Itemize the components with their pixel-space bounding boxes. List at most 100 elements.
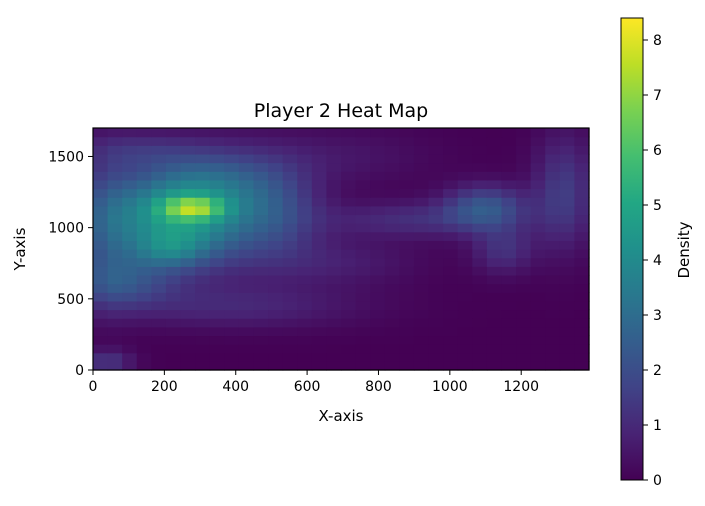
heatmap-cell: [253, 136, 269, 146]
heatmap-cell: [326, 136, 342, 146]
heatmap-cell: [516, 214, 532, 224]
heatmap-cell: [559, 197, 576, 207]
heatmap-cell: [457, 352, 473, 362]
heatmap-cell: [107, 249, 123, 259]
heatmap-cell: [165, 153, 182, 164]
heatmap-cell: [559, 179, 576, 190]
heatmap-cell: [559, 309, 576, 319]
heatmap-cell: [413, 171, 430, 181]
heatmap-cell: [180, 188, 196, 198]
heatmap-cell: [443, 266, 459, 276]
heatmap-cell: [399, 205, 415, 216]
heatmap-cell: [559, 136, 576, 146]
heatmap-cell: [341, 136, 357, 146]
heatmap-cell: [341, 249, 357, 259]
heatmap-cell: [122, 266, 138, 276]
heatmap-cell: [355, 171, 371, 181]
heatmap-cell: [530, 292, 546, 302]
heatmap-cell: [311, 300, 328, 311]
heatmap-cell: [472, 145, 488, 155]
heatmap-cell: [282, 274, 298, 285]
heatmap-cell: [136, 145, 152, 155]
heatmap-cell: [165, 214, 182, 224]
heatmap-cell: [530, 223, 546, 233]
heatmap-cell: [165, 240, 182, 250]
heatmap-cell: [224, 283, 240, 293]
heatmap-cell: [107, 300, 123, 311]
heatmap-cell: [516, 197, 532, 207]
heatmap-cell: [516, 145, 532, 155]
heatmap-cell: [180, 179, 196, 190]
heatmap-cell: [180, 266, 196, 276]
heatmap-cell: [326, 240, 342, 250]
heatmap-cell: [384, 257, 400, 267]
heatmap-cell: [180, 300, 196, 311]
heatmap-cell: [195, 231, 211, 241]
heatmap-cell: [384, 231, 400, 241]
heatmap-cell: [180, 274, 196, 285]
heatmap-cell: [355, 274, 371, 285]
heatmap-cell: [486, 352, 503, 362]
heatmap-cell: [93, 283, 109, 293]
heatmap-cell: [268, 257, 284, 267]
heatmap-cell: [472, 335, 488, 345]
heatmap-cell: [443, 214, 459, 224]
heatmap-cell: [530, 309, 546, 319]
heatmap-cell: [399, 231, 415, 241]
heatmap-cell: [93, 162, 109, 172]
heatmap-cell: [413, 274, 430, 285]
heatmap-cell: [501, 205, 517, 216]
heatmap-cell: [384, 283, 400, 293]
heatmap-cell: [122, 274, 138, 285]
heatmap-cell: [530, 274, 546, 285]
heatmap-cell: [107, 274, 123, 285]
heatmap-cell: [165, 188, 182, 198]
heatmap-cell: [384, 223, 400, 233]
heatmap-cell: [399, 249, 415, 259]
heatmap-cell: [282, 240, 298, 250]
heatmap-cell: [238, 197, 255, 207]
heatmap-cell: [107, 240, 123, 250]
heatmap-cell: [399, 136, 415, 146]
heatmap-cell: [122, 344, 138, 354]
x-axis-ticks: 0 200 400 600 800 1000 1200: [89, 370, 539, 395]
heatmap-cell: [311, 257, 328, 267]
heatmap-cell: [457, 179, 473, 190]
heatmap-cell: [443, 197, 459, 207]
heatmap-cell: [574, 188, 590, 198]
chart-title: Player 2 Heat Map: [254, 100, 429, 122]
heatmap-cell: [516, 326, 532, 337]
heatmap-cell: [151, 197, 167, 207]
heatmap-cell: [574, 205, 590, 216]
heatmap-cell: [326, 249, 342, 259]
heatmap-cell: [384, 274, 400, 285]
heatmap-cell: [180, 205, 196, 216]
heatmap-cell: [545, 318, 561, 328]
heatmap-cell: [122, 145, 138, 155]
heatmap-cell: [165, 300, 182, 311]
heatmap-cell: [224, 171, 240, 181]
y-tick-label: 0: [75, 363, 84, 379]
heatmap-cell: [297, 257, 313, 267]
heatmap-cell: [122, 223, 138, 233]
heatmap-cell: [107, 292, 123, 302]
heatmap-cell: [530, 128, 546, 138]
heatmap-cell: [311, 249, 328, 259]
heatmap-cell: [209, 300, 225, 311]
heatmap-cell: [341, 128, 357, 138]
heatmap-cell: [457, 197, 473, 207]
heatmap-cell: [282, 344, 298, 354]
heatmap-cell: [282, 335, 298, 345]
colorbar-tick-label: 5: [653, 198, 662, 214]
heatmap-cell: [574, 283, 590, 293]
heatmap-cell: [399, 274, 415, 285]
heatmap-cell: [516, 136, 532, 146]
heatmap-cell: [486, 292, 503, 302]
heatmap-cell: [428, 344, 444, 354]
heatmap-cell: [268, 344, 284, 354]
heatmap-cell: [355, 361, 371, 371]
heatmap-cell: [574, 231, 590, 241]
heatmap-cell: [282, 249, 298, 259]
heatmap-cell: [136, 223, 152, 233]
heatmap-cell: [151, 361, 167, 371]
